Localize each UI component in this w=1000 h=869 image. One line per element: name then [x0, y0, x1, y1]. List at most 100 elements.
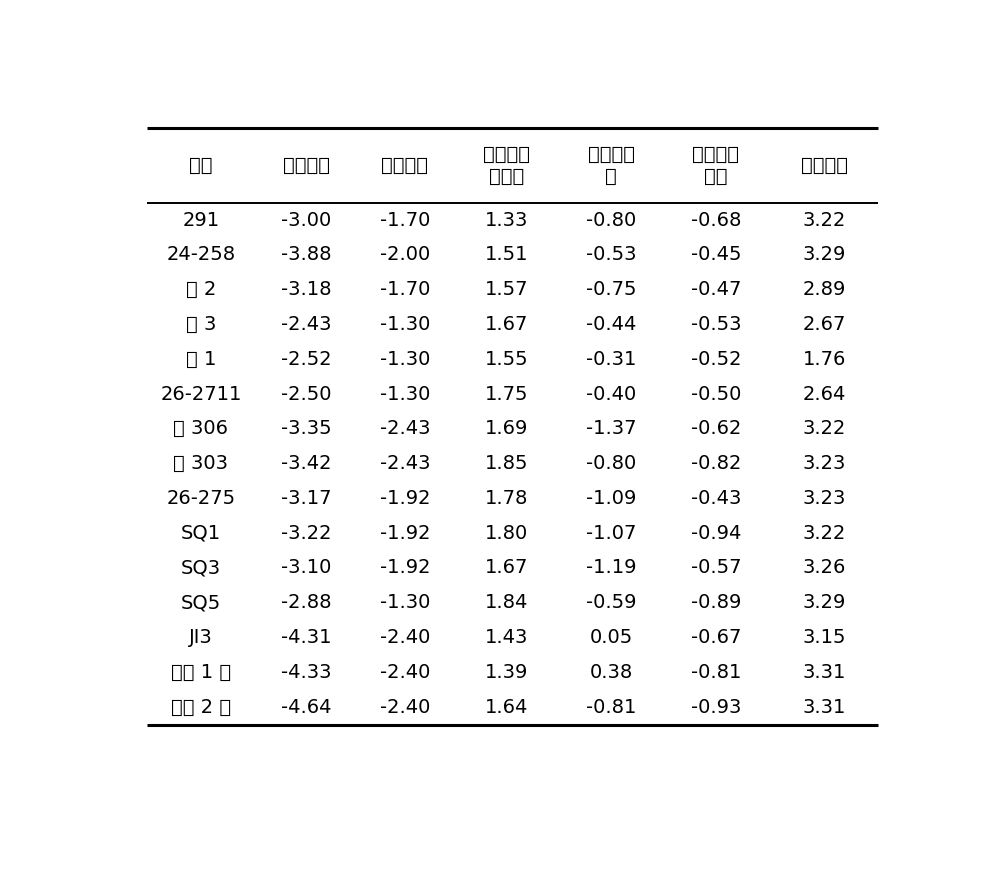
Text: -0.80: -0.80: [586, 454, 636, 473]
Text: -1.92: -1.92: [380, 524, 430, 543]
Text: -0.31: -0.31: [586, 349, 636, 368]
Text: 水 2: 水 2: [186, 280, 216, 299]
Text: 3.31: 3.31: [802, 698, 846, 717]
Text: -3.88: -3.88: [281, 245, 331, 264]
Text: 26-275: 26-275: [166, 489, 235, 507]
Text: -2.52: -2.52: [281, 349, 332, 368]
Text: -1.37: -1.37: [586, 420, 637, 438]
Text: -1.92: -1.92: [380, 489, 430, 507]
Text: -0.50: -0.50: [691, 384, 741, 403]
Text: -0.45: -0.45: [691, 245, 741, 264]
Text: -2.40: -2.40: [380, 628, 430, 647]
Text: -0.81: -0.81: [586, 698, 636, 717]
Text: 水 1: 水 1: [186, 349, 216, 368]
Text: 最厚砂层
占比: 最厚砂层 占比: [692, 144, 739, 186]
Text: 24-258: 24-258: [166, 245, 235, 264]
Text: 2.64: 2.64: [802, 384, 846, 403]
Text: -0.40: -0.40: [586, 384, 636, 403]
Text: -0.44: -0.44: [586, 315, 636, 334]
Text: -0.75: -0.75: [586, 280, 637, 299]
Text: -0.57: -0.57: [691, 559, 741, 578]
Text: -0.68: -0.68: [691, 210, 741, 229]
Text: 0.38: 0.38: [590, 663, 633, 682]
Text: -0.89: -0.89: [691, 594, 741, 613]
Text: 3.15: 3.15: [802, 628, 846, 647]
Text: 3.29: 3.29: [802, 594, 846, 613]
Text: -3.22: -3.22: [281, 524, 331, 543]
Text: 承压含水
层厚度: 承压含水 层厚度: [483, 144, 530, 186]
Text: -0.80: -0.80: [586, 210, 636, 229]
Text: -0.53: -0.53: [586, 245, 637, 264]
Text: 3.31: 3.31: [802, 663, 846, 682]
Text: -0.47: -0.47: [691, 280, 741, 299]
Text: -0.62: -0.62: [691, 420, 741, 438]
Text: 1.76: 1.76: [802, 349, 846, 368]
Text: 渗透系数: 渗透系数: [283, 156, 330, 175]
Text: 1.55: 1.55: [485, 349, 528, 368]
Text: 1.39: 1.39: [485, 663, 528, 682]
Text: -2.43: -2.43: [281, 315, 331, 334]
Text: SQ3: SQ3: [181, 559, 221, 578]
Text: -2.00: -2.00: [380, 245, 430, 264]
Text: 1.67: 1.67: [485, 315, 528, 334]
Text: SQ1: SQ1: [181, 524, 221, 543]
Text: 1.78: 1.78: [485, 489, 528, 507]
Text: -4.33: -4.33: [281, 663, 331, 682]
Text: -0.93: -0.93: [691, 698, 741, 717]
Text: -1.09: -1.09: [586, 489, 636, 507]
Text: 1.43: 1.43: [485, 628, 528, 647]
Text: 3.22: 3.22: [802, 210, 846, 229]
Text: 有效粒径: 有效粒径: [381, 156, 428, 175]
Text: 0.05: 0.05: [590, 628, 633, 647]
Text: 孔号: 孔号: [189, 156, 213, 175]
Text: -1.70: -1.70: [380, 210, 430, 229]
Text: -3.17: -3.17: [281, 489, 331, 507]
Text: 3.29: 3.29: [802, 245, 846, 264]
Text: 1.64: 1.64: [485, 698, 528, 717]
Text: -2.40: -2.40: [380, 698, 430, 717]
Text: -2.88: -2.88: [281, 594, 331, 613]
Text: 采前 2 号: 采前 2 号: [171, 698, 231, 717]
Text: 1.33: 1.33: [485, 210, 528, 229]
Text: -1.07: -1.07: [586, 524, 636, 543]
Text: 1.69: 1.69: [485, 420, 528, 438]
Text: -3.00: -3.00: [281, 210, 331, 229]
Text: -2.50: -2.50: [281, 384, 331, 403]
Text: -1.19: -1.19: [586, 559, 637, 578]
Text: 1.67: 1.67: [485, 559, 528, 578]
Text: 1.80: 1.80: [485, 524, 528, 543]
Text: 有效应力: 有效应力: [801, 156, 848, 175]
Text: 2.67: 2.67: [802, 315, 846, 334]
Text: 1.57: 1.57: [485, 280, 528, 299]
Text: -0.43: -0.43: [691, 489, 741, 507]
Text: -2.40: -2.40: [380, 663, 430, 682]
Text: -1.92: -1.92: [380, 559, 430, 578]
Text: 3.23: 3.23: [802, 489, 846, 507]
Text: -3.10: -3.10: [281, 559, 331, 578]
Text: 补 306: 补 306: [173, 420, 228, 438]
Text: 2.89: 2.89: [802, 280, 846, 299]
Text: -3.42: -3.42: [281, 454, 331, 473]
Text: 1.84: 1.84: [485, 594, 528, 613]
Text: 泥层砂层
比: 泥层砂层 比: [588, 144, 635, 186]
Text: 采前 1 号: 采前 1 号: [171, 663, 231, 682]
Text: 补 303: 补 303: [173, 454, 228, 473]
Text: 3.22: 3.22: [802, 420, 846, 438]
Text: -1.30: -1.30: [380, 349, 430, 368]
Text: JI3: JI3: [189, 628, 213, 647]
Text: -4.64: -4.64: [281, 698, 331, 717]
Text: -4.31: -4.31: [281, 628, 331, 647]
Text: 水 3: 水 3: [186, 315, 216, 334]
Text: -0.53: -0.53: [691, 315, 741, 334]
Text: -2.43: -2.43: [380, 454, 430, 473]
Text: -0.52: -0.52: [691, 349, 741, 368]
Text: -1.30: -1.30: [380, 315, 430, 334]
Text: -2.43: -2.43: [380, 420, 430, 438]
Text: -0.81: -0.81: [691, 663, 741, 682]
Text: -3.18: -3.18: [281, 280, 331, 299]
Text: -1.30: -1.30: [380, 594, 430, 613]
Text: 3.22: 3.22: [802, 524, 846, 543]
Text: 3.23: 3.23: [802, 454, 846, 473]
Text: -0.67: -0.67: [691, 628, 741, 647]
Text: 1.75: 1.75: [485, 384, 528, 403]
